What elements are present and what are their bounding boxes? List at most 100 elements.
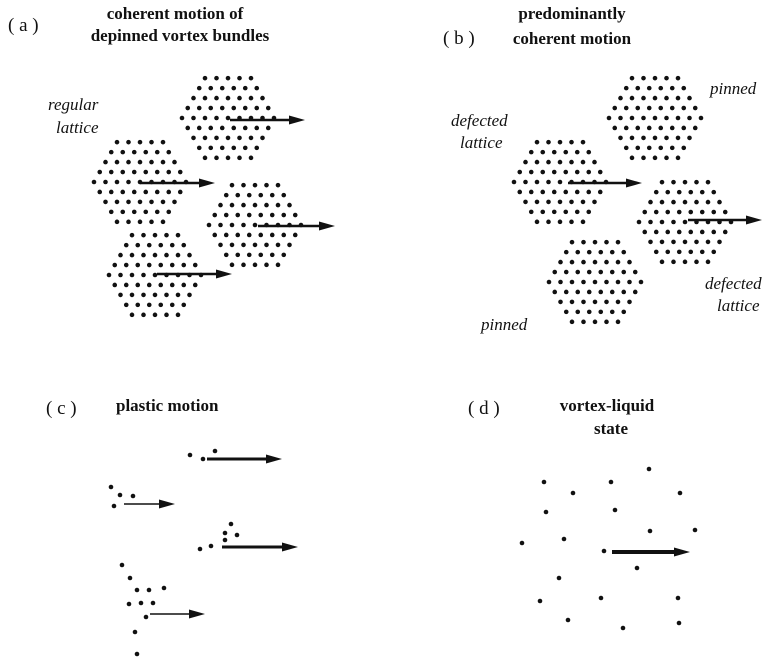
vortex xyxy=(209,544,214,549)
vortex xyxy=(138,220,143,225)
vortex xyxy=(694,180,699,185)
vortex xyxy=(593,280,598,285)
vortex xyxy=(523,180,528,185)
vortex xyxy=(197,106,202,111)
vortex xyxy=(653,96,658,101)
vortex xyxy=(170,303,175,308)
vortex xyxy=(276,263,281,268)
vortex xyxy=(683,200,688,205)
vortex xyxy=(681,106,686,111)
vortex xyxy=(170,263,175,268)
vortex xyxy=(706,200,711,205)
vortex xyxy=(253,223,258,228)
vortex xyxy=(723,230,728,235)
vortex xyxy=(147,243,152,248)
vortex xyxy=(665,230,670,235)
annotation: pinned xyxy=(480,315,528,334)
vortex xyxy=(128,576,133,581)
vortex xyxy=(287,243,292,248)
vortex xyxy=(254,126,259,131)
vortex xyxy=(665,250,670,255)
annotation: regular xyxy=(48,95,99,114)
vortex xyxy=(641,76,646,81)
vortex xyxy=(630,116,635,121)
vortex xyxy=(155,150,160,155)
vortex xyxy=(660,200,665,205)
vortex xyxy=(213,449,218,454)
vortex xyxy=(180,116,185,121)
vortex xyxy=(598,250,603,255)
vortex xyxy=(694,200,699,205)
vortex xyxy=(143,210,148,215)
vortex xyxy=(520,541,525,546)
vortex xyxy=(112,283,117,288)
vortex xyxy=(711,230,716,235)
vortex xyxy=(538,599,543,604)
vortex xyxy=(212,213,217,218)
vortex xyxy=(235,193,240,198)
vortex xyxy=(546,180,551,185)
vortex xyxy=(253,243,258,248)
vortex xyxy=(711,210,716,215)
arrow-head xyxy=(319,222,335,231)
vortex xyxy=(635,566,640,571)
panel-title: depinned vortex bundles xyxy=(91,26,270,45)
vortex xyxy=(235,233,240,238)
vortex xyxy=(187,253,192,258)
vortex xyxy=(109,170,114,175)
arrow-head xyxy=(189,610,205,619)
vortex xyxy=(535,220,540,225)
arrow-head xyxy=(674,548,690,557)
vortex xyxy=(281,213,286,218)
vortex xyxy=(542,480,547,485)
vortex xyxy=(191,136,196,141)
vortex xyxy=(172,160,177,165)
vortex xyxy=(670,126,675,131)
vortex xyxy=(139,601,144,606)
vortex xyxy=(558,260,563,265)
vortex xyxy=(214,136,219,141)
vortex xyxy=(604,300,609,305)
vortex xyxy=(126,180,131,185)
vortex xyxy=(671,260,676,265)
vortex xyxy=(529,150,534,155)
vortex xyxy=(604,260,609,265)
vortex xyxy=(208,126,213,131)
vortex xyxy=(237,156,242,161)
vortex xyxy=(641,116,646,121)
vortex xyxy=(700,210,705,215)
vortex xyxy=(138,140,143,145)
vortex xyxy=(581,240,586,245)
figure: ( a ) coherent motion of depinned vortex… xyxy=(0,0,773,659)
vortex xyxy=(130,253,135,258)
vortex xyxy=(586,190,591,195)
vortex xyxy=(616,240,621,245)
vortex xyxy=(610,250,615,255)
vortex xyxy=(132,190,137,195)
vortex xyxy=(155,190,160,195)
vortex xyxy=(132,150,137,155)
vortex xyxy=(126,220,131,225)
vortex xyxy=(120,563,125,568)
vortex xyxy=(658,86,663,91)
vortex xyxy=(706,260,711,265)
vortex xyxy=(166,170,171,175)
vortex xyxy=(224,253,229,258)
vortex xyxy=(706,240,711,245)
vortex xyxy=(243,106,248,111)
vortex xyxy=(107,273,112,278)
vortex xyxy=(270,213,275,218)
vortex xyxy=(700,250,705,255)
vortex xyxy=(552,290,557,295)
vortex xyxy=(581,280,586,285)
vortex xyxy=(187,293,192,298)
vortex xyxy=(558,300,563,305)
vortex xyxy=(635,126,640,131)
vortex xyxy=(188,453,193,458)
vortex xyxy=(570,280,575,285)
vortex xyxy=(658,146,663,151)
vortex xyxy=(235,213,240,218)
vortex xyxy=(546,220,551,225)
vortex xyxy=(575,170,580,175)
vortex xyxy=(132,170,137,175)
